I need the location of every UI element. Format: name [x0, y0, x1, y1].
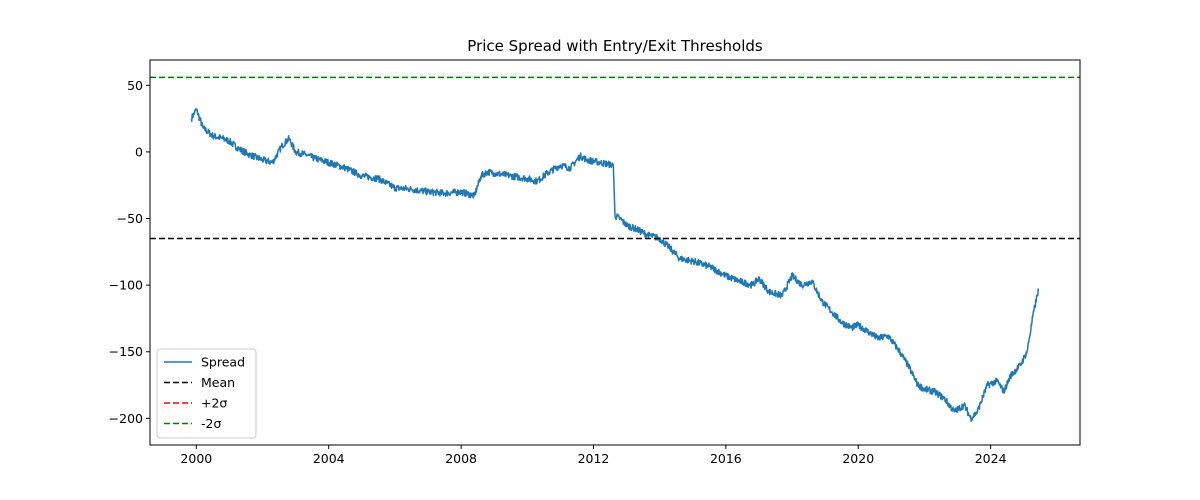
- x-tick-label: 2004: [313, 451, 345, 466]
- y-tick-label: −200: [109, 411, 143, 426]
- legend: Spread Mean +2σ -2σ: [156, 348, 257, 439]
- legend-label: +2σ: [201, 396, 227, 411]
- y-axis: 50 0 −50 −100 −150 −200: [109, 78, 150, 426]
- legend-label: Spread: [201, 355, 245, 370]
- legend-label: -2σ: [201, 416, 221, 431]
- x-tick-label: 2020: [842, 451, 874, 466]
- axes-frame: [149, 59, 1081, 446]
- x-tick-label: 2012: [578, 451, 610, 466]
- y-tick-label: −150: [109, 344, 143, 359]
- x-tick-label: 2016: [710, 451, 742, 466]
- spread-line: [190, 108, 1039, 422]
- y-tick-label: 0: [135, 144, 143, 159]
- plot-area: [150, 76, 1080, 422]
- y-tick-label: 50: [127, 78, 143, 93]
- y-tick-label: −50: [117, 211, 143, 226]
- x-axis: 2000 2004 2008 2012 2016 2020 2024: [180, 445, 1007, 466]
- x-tick-label: 2024: [975, 451, 1007, 466]
- legend-label: Mean: [201, 375, 235, 390]
- y-tick-label: −100: [109, 278, 143, 293]
- chart-title: Price Spread with Entry/Exit Thresholds: [467, 37, 763, 55]
- legend-box: [156, 348, 257, 439]
- x-tick-label: 2008: [445, 451, 477, 466]
- x-tick-label: 2000: [180, 451, 212, 466]
